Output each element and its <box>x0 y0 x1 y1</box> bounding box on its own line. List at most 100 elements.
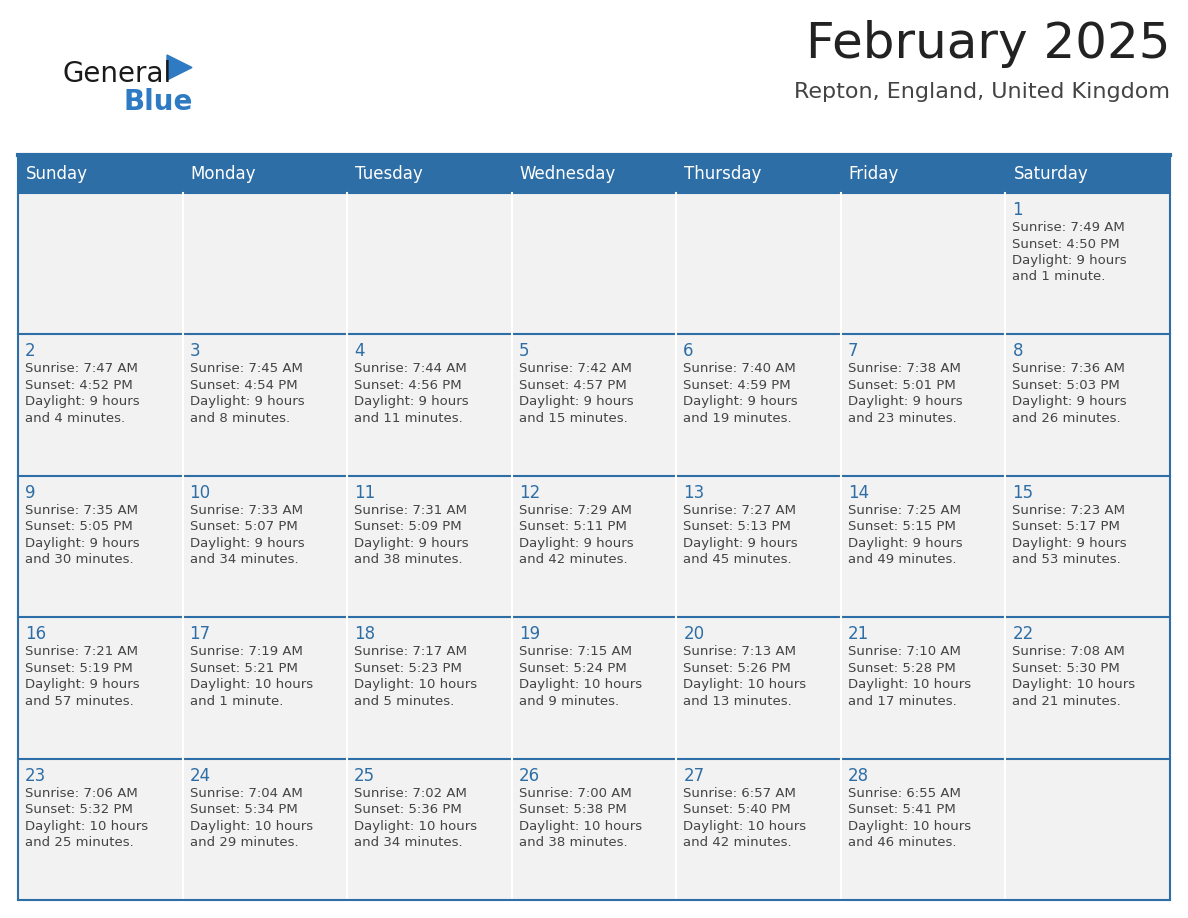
Text: Sunrise: 7:25 AM
Sunset: 5:15 PM
Daylight: 9 hours
and 49 minutes.: Sunrise: 7:25 AM Sunset: 5:15 PM Dayligh… <box>848 504 962 566</box>
Text: 5: 5 <box>519 342 529 361</box>
Text: Wednesday: Wednesday <box>519 165 615 183</box>
Bar <box>347 758 512 900</box>
Bar <box>18 334 183 476</box>
Text: Repton, England, United Kingdom: Repton, England, United Kingdom <box>794 82 1170 102</box>
Text: Sunrise: 7:02 AM
Sunset: 5:36 PM
Daylight: 10 hours
and 34 minutes.: Sunrise: 7:02 AM Sunset: 5:36 PM Dayligh… <box>354 787 478 849</box>
Bar <box>676 334 841 476</box>
Text: 7: 7 <box>848 342 859 361</box>
Text: Sunrise: 7:38 AM
Sunset: 5:01 PM
Daylight: 9 hours
and 23 minutes.: Sunrise: 7:38 AM Sunset: 5:01 PM Dayligh… <box>848 363 962 425</box>
Text: 15: 15 <box>1012 484 1034 502</box>
Bar <box>512 334 676 476</box>
Text: Sunrise: 7:19 AM
Sunset: 5:21 PM
Daylight: 10 hours
and 1 minute.: Sunrise: 7:19 AM Sunset: 5:21 PM Dayligh… <box>190 645 312 708</box>
Text: Sunrise: 7:17 AM
Sunset: 5:23 PM
Daylight: 10 hours
and 5 minutes.: Sunrise: 7:17 AM Sunset: 5:23 PM Dayligh… <box>354 645 478 708</box>
Bar <box>347 193 512 334</box>
Bar <box>183 334 347 476</box>
Text: Sunrise: 7:21 AM
Sunset: 5:19 PM
Daylight: 9 hours
and 57 minutes.: Sunrise: 7:21 AM Sunset: 5:19 PM Dayligh… <box>25 645 140 708</box>
Text: 2: 2 <box>25 342 36 361</box>
Text: Sunrise: 6:57 AM
Sunset: 5:40 PM
Daylight: 10 hours
and 42 minutes.: Sunrise: 6:57 AM Sunset: 5:40 PM Dayligh… <box>683 787 807 849</box>
Bar <box>512 193 676 334</box>
Bar <box>676 476 841 617</box>
Text: Sunrise: 7:23 AM
Sunset: 5:17 PM
Daylight: 9 hours
and 53 minutes.: Sunrise: 7:23 AM Sunset: 5:17 PM Dayligh… <box>1012 504 1127 566</box>
Bar <box>512 155 676 193</box>
Bar <box>676 155 841 193</box>
Text: Sunrise: 7:36 AM
Sunset: 5:03 PM
Daylight: 9 hours
and 26 minutes.: Sunrise: 7:36 AM Sunset: 5:03 PM Dayligh… <box>1012 363 1127 425</box>
Text: 12: 12 <box>519 484 541 502</box>
Text: 16: 16 <box>25 625 46 644</box>
Bar <box>1005 193 1170 334</box>
Text: Sunrise: 7:33 AM
Sunset: 5:07 PM
Daylight: 9 hours
and 34 minutes.: Sunrise: 7:33 AM Sunset: 5:07 PM Dayligh… <box>190 504 304 566</box>
Text: General: General <box>62 60 171 88</box>
Text: 18: 18 <box>354 625 375 644</box>
Text: Sunrise: 7:06 AM
Sunset: 5:32 PM
Daylight: 10 hours
and 25 minutes.: Sunrise: 7:06 AM Sunset: 5:32 PM Dayligh… <box>25 787 148 849</box>
Text: February 2025: February 2025 <box>805 20 1170 68</box>
Text: 1: 1 <box>1012 201 1023 219</box>
Text: February 2025: February 2025 <box>62 60 72 61</box>
Text: Sunrise: 7:49 AM
Sunset: 4:50 PM
Daylight: 9 hours
and 1 minute.: Sunrise: 7:49 AM Sunset: 4:50 PM Dayligh… <box>1012 221 1127 284</box>
Bar <box>18 617 183 758</box>
Text: 28: 28 <box>848 767 868 785</box>
Text: 21: 21 <box>848 625 870 644</box>
Text: 20: 20 <box>683 625 704 644</box>
Text: Thursday: Thursday <box>684 165 762 183</box>
Bar <box>841 476 1005 617</box>
Text: 9: 9 <box>25 484 36 502</box>
Bar <box>512 617 676 758</box>
Text: 6: 6 <box>683 342 694 361</box>
Text: Sunrise: 7:42 AM
Sunset: 4:57 PM
Daylight: 9 hours
and 15 minutes.: Sunrise: 7:42 AM Sunset: 4:57 PM Dayligh… <box>519 363 633 425</box>
Bar <box>676 193 841 334</box>
Bar <box>18 193 183 334</box>
Text: 22: 22 <box>1012 625 1034 644</box>
Bar <box>1005 155 1170 193</box>
Text: 19: 19 <box>519 625 539 644</box>
Bar <box>347 476 512 617</box>
Text: 17: 17 <box>190 625 210 644</box>
Bar <box>18 758 183 900</box>
Bar <box>18 155 183 193</box>
Text: 10: 10 <box>190 484 210 502</box>
Text: Sunrise: 7:47 AM
Sunset: 4:52 PM
Daylight: 9 hours
and 4 minutes.: Sunrise: 7:47 AM Sunset: 4:52 PM Dayligh… <box>25 363 140 425</box>
Bar <box>18 476 183 617</box>
Polygon shape <box>168 55 192 80</box>
Text: Sunrise: 7:29 AM
Sunset: 5:11 PM
Daylight: 9 hours
and 42 minutes.: Sunrise: 7:29 AM Sunset: 5:11 PM Dayligh… <box>519 504 633 566</box>
Bar <box>1005 617 1170 758</box>
Text: Sunrise: 7:45 AM
Sunset: 4:54 PM
Daylight: 9 hours
and 8 minutes.: Sunrise: 7:45 AM Sunset: 4:54 PM Dayligh… <box>190 363 304 425</box>
Text: Monday: Monday <box>190 165 257 183</box>
Bar <box>1005 758 1170 900</box>
Bar <box>347 617 512 758</box>
Text: 14: 14 <box>848 484 868 502</box>
Text: Sunrise: 6:55 AM
Sunset: 5:41 PM
Daylight: 10 hours
and 46 minutes.: Sunrise: 6:55 AM Sunset: 5:41 PM Dayligh… <box>848 787 971 849</box>
Bar <box>512 476 676 617</box>
Text: 13: 13 <box>683 484 704 502</box>
Text: Sunrise: 7:27 AM
Sunset: 5:13 PM
Daylight: 9 hours
and 45 minutes.: Sunrise: 7:27 AM Sunset: 5:13 PM Dayligh… <box>683 504 798 566</box>
Bar <box>183 155 347 193</box>
Bar <box>1005 334 1170 476</box>
Text: Sunrise: 7:04 AM
Sunset: 5:34 PM
Daylight: 10 hours
and 29 minutes.: Sunrise: 7:04 AM Sunset: 5:34 PM Dayligh… <box>190 787 312 849</box>
Text: Sunrise: 7:31 AM
Sunset: 5:09 PM
Daylight: 9 hours
and 38 minutes.: Sunrise: 7:31 AM Sunset: 5:09 PM Dayligh… <box>354 504 469 566</box>
Bar <box>512 758 676 900</box>
Text: Sunrise: 7:40 AM
Sunset: 4:59 PM
Daylight: 9 hours
and 19 minutes.: Sunrise: 7:40 AM Sunset: 4:59 PM Dayligh… <box>683 363 798 425</box>
Text: 3: 3 <box>190 342 201 361</box>
Text: 24: 24 <box>190 767 210 785</box>
Text: Sunrise: 7:44 AM
Sunset: 4:56 PM
Daylight: 9 hours
and 11 minutes.: Sunrise: 7:44 AM Sunset: 4:56 PM Dayligh… <box>354 363 469 425</box>
Text: Sunrise: 7:00 AM
Sunset: 5:38 PM
Daylight: 10 hours
and 38 minutes.: Sunrise: 7:00 AM Sunset: 5:38 PM Dayligh… <box>519 787 642 849</box>
Text: Blue: Blue <box>124 88 194 116</box>
Text: Sunrise: 7:15 AM
Sunset: 5:24 PM
Daylight: 10 hours
and 9 minutes.: Sunrise: 7:15 AM Sunset: 5:24 PM Dayligh… <box>519 645 642 708</box>
Bar <box>676 758 841 900</box>
Bar <box>183 476 347 617</box>
Bar <box>347 155 512 193</box>
Text: Saturday: Saturday <box>1013 165 1088 183</box>
Text: 23: 23 <box>25 767 46 785</box>
Bar <box>841 758 1005 900</box>
Text: Sunrise: 7:13 AM
Sunset: 5:26 PM
Daylight: 10 hours
and 13 minutes.: Sunrise: 7:13 AM Sunset: 5:26 PM Dayligh… <box>683 645 807 708</box>
Text: Sunrise: 7:08 AM
Sunset: 5:30 PM
Daylight: 10 hours
and 21 minutes.: Sunrise: 7:08 AM Sunset: 5:30 PM Dayligh… <box>1012 645 1136 708</box>
Text: 8: 8 <box>1012 342 1023 361</box>
Bar <box>841 334 1005 476</box>
Text: Sunrise: 7:10 AM
Sunset: 5:28 PM
Daylight: 10 hours
and 17 minutes.: Sunrise: 7:10 AM Sunset: 5:28 PM Dayligh… <box>848 645 971 708</box>
Bar <box>841 617 1005 758</box>
Bar <box>183 758 347 900</box>
Text: Sunrise: 7:35 AM
Sunset: 5:05 PM
Daylight: 9 hours
and 30 minutes.: Sunrise: 7:35 AM Sunset: 5:05 PM Dayligh… <box>25 504 140 566</box>
Text: 11: 11 <box>354 484 375 502</box>
Bar <box>676 617 841 758</box>
Text: 4: 4 <box>354 342 365 361</box>
Bar <box>841 193 1005 334</box>
